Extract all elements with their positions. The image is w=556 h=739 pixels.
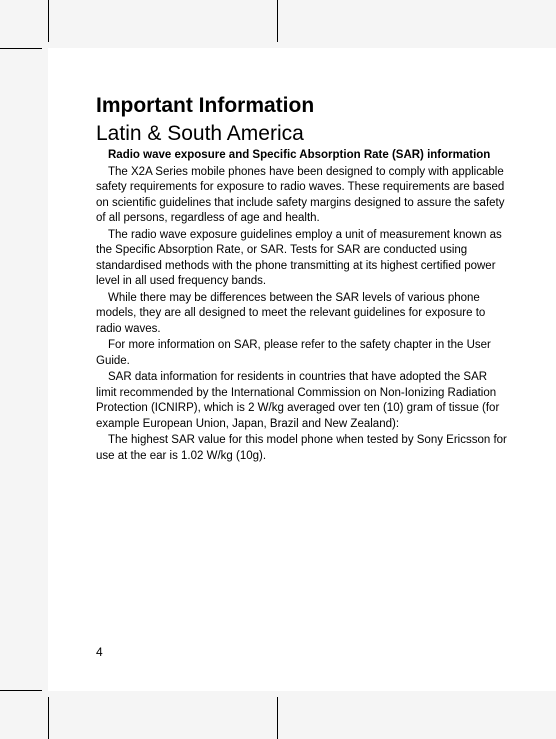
body-paragraph: SAR data information for residents in co… <box>96 370 508 432</box>
document-page: Important Information Latin & South Amer… <box>48 48 556 691</box>
page-title: Important Information <box>96 94 508 118</box>
body-paragraph: While there may be differences between t… <box>96 291 508 338</box>
crop-mark <box>0 690 42 691</box>
crop-mark <box>277 697 278 739</box>
crop-mark <box>48 0 49 42</box>
body-paragraph: The highest SAR value for this model pho… <box>96 433 508 464</box>
body-paragraph: The radio wave exposure guidelines emplo… <box>96 228 508 290</box>
page-number: 4 <box>96 645 103 659</box>
body-paragraph: For more information on SAR, please refe… <box>96 338 508 369</box>
section-heading: Radio wave exposure and Specific Absorpt… <box>96 148 508 164</box>
page-subtitle: Latin & South America <box>96 122 508 146</box>
crop-mark <box>277 0 278 42</box>
crop-mark <box>0 48 42 49</box>
body-paragraph: The X2A Series mobile phones have been d… <box>96 165 508 227</box>
crop-mark <box>48 697 49 739</box>
